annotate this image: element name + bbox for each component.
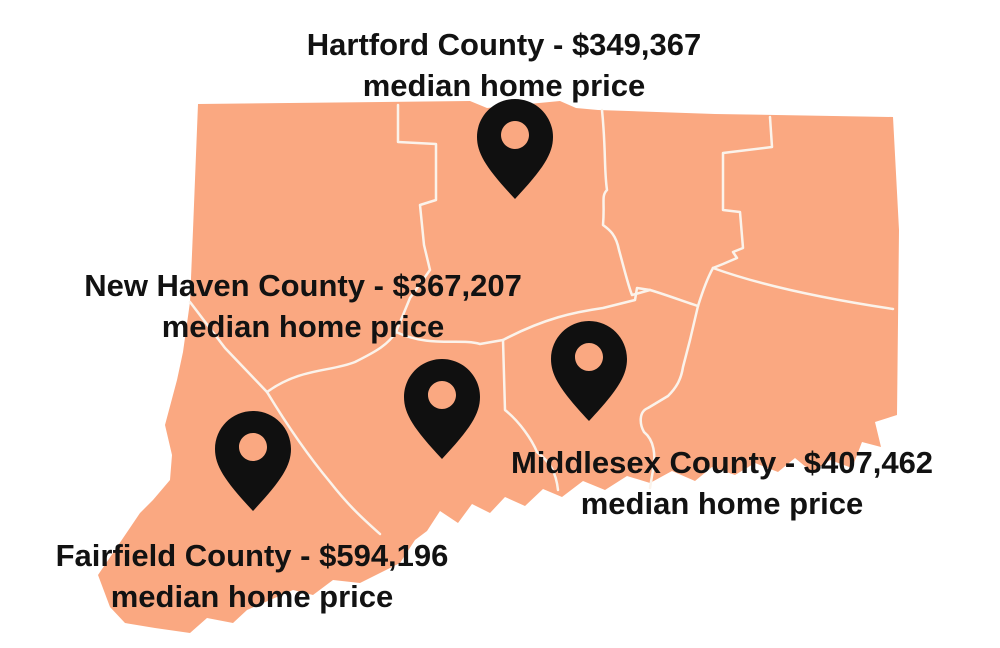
county-border-line [696,266,715,308]
county-border-line [394,103,438,334]
county-border-line [501,338,560,492]
location-pin-icon-fairfield [215,411,291,511]
county-border-line [711,115,774,270]
county-border-line [394,330,505,346]
label-middlesex-county: Middlesex County - $407,462 median home … [511,442,933,524]
location-pin-icon-new-haven [404,359,480,459]
location-pin-icon-middlesex [551,321,627,421]
county-border-line [188,300,269,394]
county-border-line [711,266,895,311]
label-new-haven-county: New Haven County - $367,207 median home … [84,265,522,347]
county-borders [188,103,895,536]
map-pins [215,99,627,511]
county-border-line [639,304,700,490]
label-hartford-line2: median home price [362,68,646,103]
label-hartford-county: Hartford County - $349,367 median home p… [307,24,702,106]
label-new-haven-line2: median home price [161,309,445,344]
label-fairfield-county: Fairfield County - $594,196 median home … [56,535,449,617]
connecticut-state-shape [98,101,899,633]
county-border-line [600,108,652,297]
label-fairfield-line1: Fairfield County - $594,196 [55,538,449,573]
label-new-haven-line1: New Haven County - $367,207 [84,268,522,303]
label-middlesex-line2: median home price [580,486,864,521]
county-border-line [501,286,652,342]
county-border-line [648,288,700,308]
location-pin-icon-hartford [477,99,553,199]
label-fairfield-line2: median home price [110,579,394,614]
county-border-line [265,330,398,394]
county-border-line [265,390,382,536]
label-middlesex-line1: Middlesex County - $407,462 [510,445,934,480]
label-hartford-line1: Hartford County - $349,367 [306,27,702,62]
